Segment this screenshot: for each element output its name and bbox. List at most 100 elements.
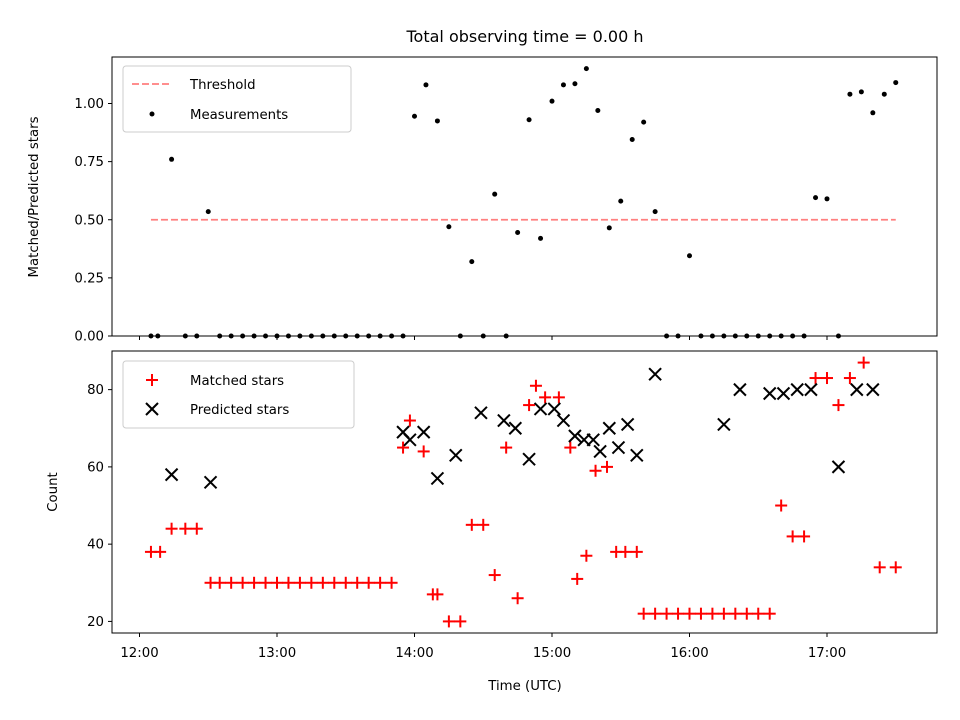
- predicted-point: [831, 460, 846, 474]
- matched-point: [539, 391, 552, 404]
- measurement-point: [824, 196, 830, 202]
- legend-measurements-swatch: [149, 111, 155, 117]
- matched-point: [763, 607, 776, 620]
- predicted-point: [203, 475, 218, 490]
- predicted-point: [620, 417, 635, 432]
- matched-point: [552, 391, 565, 404]
- matched-point: [843, 372, 856, 385]
- matched-point: [248, 576, 261, 589]
- top-y-tick-label: 0.00: [74, 330, 104, 345]
- matched-point: [477, 518, 490, 531]
- matched-point: [564, 441, 577, 454]
- matched-point: [385, 576, 398, 589]
- predicted-point: [804, 382, 818, 397]
- top-y-axis-label: Matched/Predicted stars: [27, 116, 42, 277]
- matched-point: [630, 545, 643, 558]
- matched-point: [694, 607, 707, 620]
- matched-point: [190, 522, 203, 535]
- measurement-point: [595, 107, 601, 113]
- measurement-point: [515, 230, 521, 236]
- matched-point: [873, 561, 886, 574]
- top-y-ticks: 0.00 0.25 0.50 0.75 1.00: [74, 97, 112, 345]
- matched-point: [213, 576, 226, 589]
- measurement-point: [572, 81, 578, 87]
- predicted-point: [416, 425, 431, 439]
- predicted-point: [776, 386, 791, 401]
- measurement-point: [652, 209, 658, 215]
- matched-point: [351, 576, 364, 589]
- measurement-point: [469, 259, 475, 265]
- matched-point: [316, 576, 329, 589]
- matched-point: [165, 522, 178, 535]
- measurement-point: [813, 195, 819, 201]
- measurement-point: [629, 137, 635, 143]
- bottom-y-ticks: 20 40 60 80: [87, 383, 112, 630]
- matched-point: [179, 522, 192, 535]
- predicted-point: [533, 402, 548, 416]
- predicted-point: [508, 421, 523, 435]
- legend-matched-swatch: [146, 374, 158, 386]
- matched-point: [601, 460, 613, 473]
- legend-predicted-label: Predicted stars: [190, 403, 289, 418]
- measurement-point: [412, 113, 417, 119]
- measurement-point: [549, 98, 555, 104]
- matched-point: [649, 607, 662, 620]
- matched-point: [488, 569, 501, 582]
- measurement-point: [538, 235, 544, 241]
- predicted-point: [522, 452, 536, 466]
- predicted-point: [474, 406, 488, 420]
- bottom-axes-frame: [111, 350, 938, 634]
- matched-point: [786, 530, 799, 543]
- top-y-tick-label: 0.25: [74, 271, 104, 286]
- x-tick-label: 12:00: [120, 646, 158, 661]
- measurement-point: [492, 191, 498, 197]
- predicted-point: [790, 382, 804, 397]
- matched-point: [225, 576, 238, 589]
- matched-point: [339, 576, 352, 589]
- matched-point: [660, 607, 673, 620]
- predicted-point: [586, 433, 600, 447]
- measurement-point: [881, 91, 887, 97]
- predicted-point: [630, 448, 644, 463]
- top-y-tick-label: 1.00: [74, 97, 104, 112]
- matched-point: [523, 399, 536, 412]
- measurement-point: [560, 82, 566, 88]
- matched-point: [809, 372, 822, 385]
- measurement-point: [870, 110, 876, 116]
- predicted-point: [403, 433, 417, 447]
- top-legend-box: [122, 65, 352, 133]
- matched-point: [305, 576, 318, 589]
- top-axes-frame: [111, 56, 938, 337]
- top-panel: 0.00 0.25 0.50 0.75 1.00 Matched/Predicted s…: [27, 56, 938, 345]
- x-tick-label: 13:00: [258, 646, 296, 661]
- matched-point: [832, 399, 845, 412]
- x-tick-label: 17:00: [808, 646, 846, 661]
- measurement-point: [423, 82, 429, 88]
- legend-matched-label: Matched stars: [190, 374, 284, 389]
- predicted-point: [430, 471, 445, 486]
- measurement-point: [583, 66, 589, 72]
- matched-point: [511, 592, 524, 605]
- predicted-point: [648, 367, 662, 381]
- legend-predicted-swatch: [145, 402, 159, 416]
- matched-point: [729, 607, 742, 620]
- matched-point: [580, 549, 593, 562]
- chart-title: Total observing time = 0.00 h: [405, 27, 643, 46]
- predicted-point: [568, 429, 582, 443]
- top-series-layer: [148, 66, 899, 339]
- predicted-point: [602, 421, 616, 435]
- matched-point: [798, 530, 811, 543]
- matched-point: [589, 464, 602, 477]
- matched-point: [683, 607, 696, 620]
- bottom-y-tick-label: 60: [87, 460, 104, 475]
- matched-point: [454, 615, 467, 628]
- matched-point: [271, 576, 283, 589]
- measurement-point: [606, 225, 612, 231]
- measurement-point: [641, 119, 647, 125]
- measurement-point: [618, 198, 624, 204]
- top-y-tick-label: 0.75: [74, 155, 104, 170]
- legend-measurements-label: Measurements: [190, 108, 288, 123]
- matched-point: [717, 607, 730, 620]
